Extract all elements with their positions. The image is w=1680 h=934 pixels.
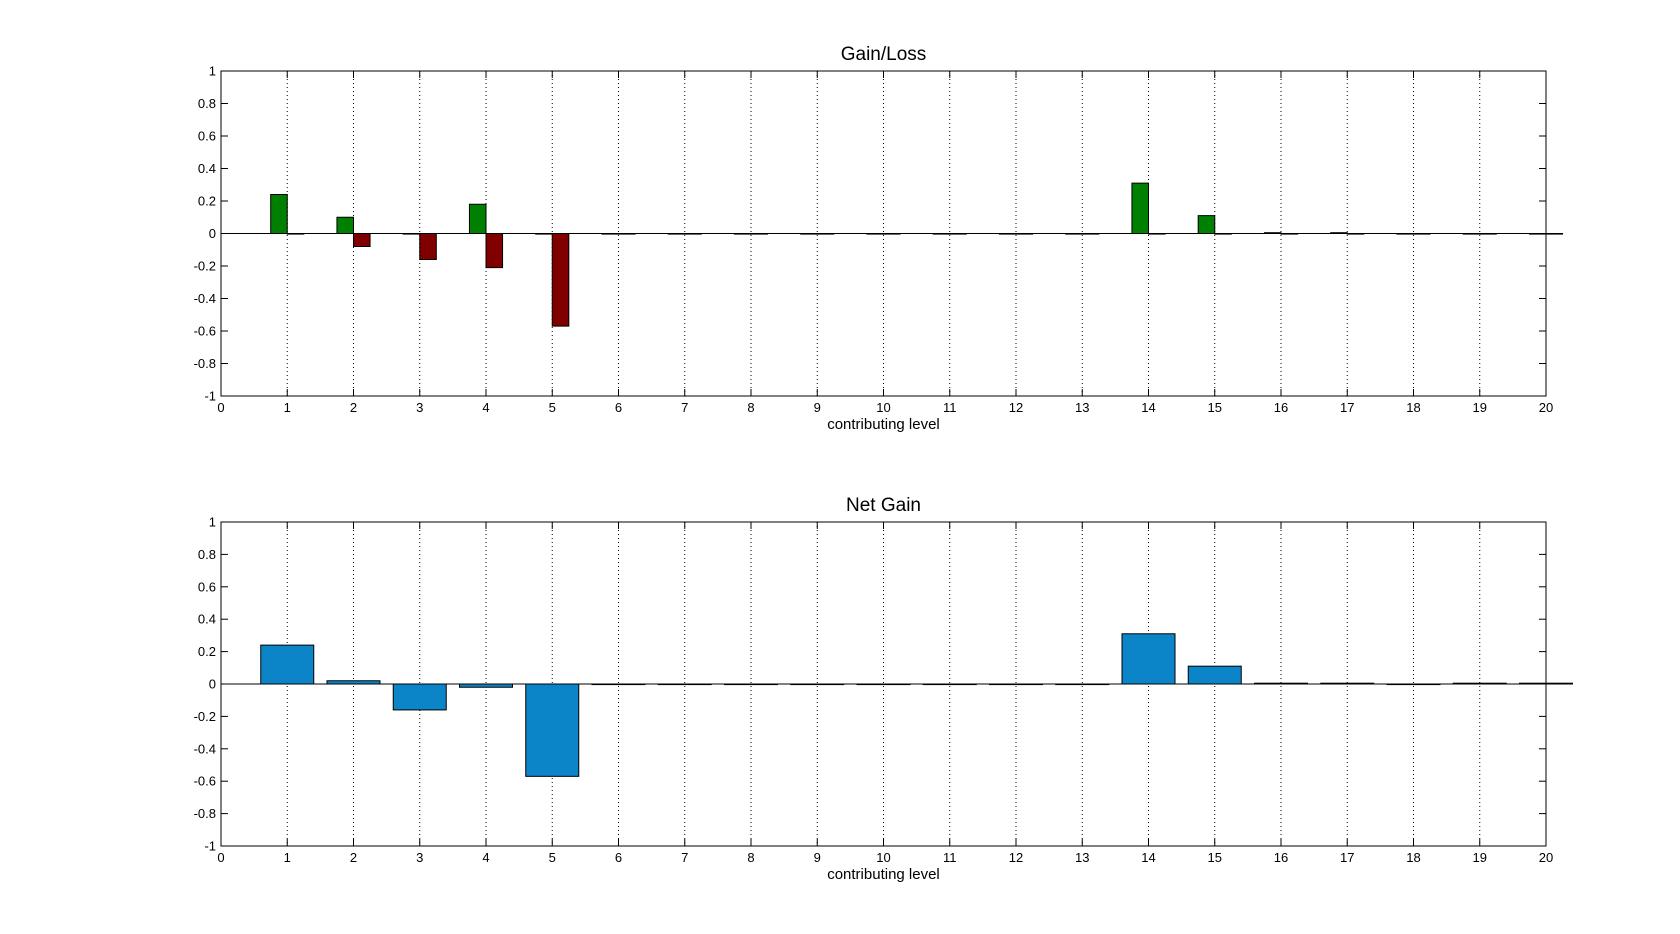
gain-loss-bar — [419, 233, 437, 260]
gain-loss-ytick-label: -1 — [204, 389, 216, 404]
net-gain-xtick-label: 9 — [814, 850, 821, 865]
net-gain-bar — [525, 683, 580, 777]
gain-loss-xlabel: contributing level — [827, 416, 940, 433]
gain-loss-xtick-label: 16 — [1274, 400, 1288, 415]
gain-loss-xtick-label: 12 — [1009, 400, 1023, 415]
net-gain-bar — [1187, 665, 1242, 685]
net-gain-ytick-label: 1 — [209, 515, 216, 530]
net-gain-xtick-label: 3 — [416, 850, 423, 865]
net-gain-xtick-label: 4 — [482, 850, 489, 865]
net-gain-xtick-label: 10 — [876, 850, 890, 865]
net-gain-bar — [260, 644, 315, 685]
gain-loss-xtick-label: 13 — [1075, 400, 1089, 415]
net-gain-ytick-label: -0.2 — [194, 709, 216, 724]
gain-loss-xtick-label: 14 — [1141, 400, 1155, 415]
gain-loss-xtick-label: 2 — [350, 400, 357, 415]
gain-loss-ytick-label: -0.6 — [194, 324, 216, 339]
net-gain-ytick-label: -1 — [204, 839, 216, 854]
gain-loss-xtick-label: 4 — [482, 400, 489, 415]
gain-loss-ytick-label: 0.6 — [198, 129, 216, 144]
gain-loss-xtick-label: 0 — [217, 400, 224, 415]
gain-loss-xtick-label: 10 — [876, 400, 890, 415]
net-gain-title: Net Gain — [846, 495, 921, 516]
gain-loss-xtick-label: 6 — [615, 400, 622, 415]
net-gain-xtick-label: 11 — [943, 850, 957, 865]
net-gain-xtick-label: 1 — [284, 850, 291, 865]
net-gain-xtick-label: 13 — [1075, 850, 1089, 865]
gain-loss-xtick-label: 19 — [1473, 400, 1487, 415]
gain-loss-ytick-label: 1 — [209, 64, 216, 79]
gain-loss-xtick-label: 11 — [943, 400, 957, 415]
net-gain-xtick-label: 15 — [1208, 850, 1222, 865]
gain-loss-ytick-label: -0.2 — [194, 259, 216, 274]
gain-loss-bar — [1131, 182, 1149, 234]
gain-loss-bar — [485, 233, 504, 269]
net-gain-ytick-label: 0.2 — [198, 644, 216, 659]
gain-loss-ytick-label: 0.2 — [198, 194, 216, 209]
net-gain-ytick-label: -0.4 — [194, 741, 216, 756]
net-gain-xtick-label: 8 — [747, 850, 754, 865]
gain-loss-title: Gain/Loss — [841, 44, 927, 65]
net-gain-panel: 0 1 2 3 4 5 6 7 8 9 10 11 12 13 14 15 16 17 18 19 20-1-0.8-0… — [194, 495, 1573, 883]
net-gain-xtick-label: 12 — [1009, 850, 1023, 865]
gain-loss-ytick-label: 0.4 — [198, 161, 216, 176]
gain-loss-bar — [551, 233, 570, 327]
gain-loss-xtick-label: 5 — [549, 400, 556, 415]
gain-loss-xtick-label: 3 — [416, 400, 423, 415]
gain-loss-bar — [270, 194, 288, 234]
net-gain-ytick-label: -0.8 — [194, 806, 216, 821]
net-gain-xtick-label: 14 — [1141, 850, 1155, 865]
gain-loss-bar — [1545, 233, 1564, 235]
net-gain-ytick-label: 0.8 — [198, 547, 216, 562]
gain-loss-xtick-label: 17 — [1340, 400, 1354, 415]
gain-loss-ytick-label: 0.8 — [198, 96, 216, 111]
gain-loss-xtick-label: 9 — [814, 400, 821, 415]
net-gain-ytick-label: -0.6 — [194, 774, 216, 789]
net-gain-xtick-label: 19 — [1473, 850, 1487, 865]
gain-loss-bar — [353, 233, 371, 247]
net-gain-xtick-label: 7 — [681, 850, 688, 865]
net-gain-ytick-label: 0 — [209, 677, 216, 692]
net-gain-xlabel: contributing level — [827, 866, 940, 883]
net-gain-xtick-label: 5 — [549, 850, 556, 865]
net-gain-xtick-label: 20 — [1539, 850, 1553, 865]
gain-loss-bar — [336, 216, 354, 234]
net-gain-xtick-label: 16 — [1274, 850, 1288, 865]
gain-loss-xtick-label: 20 — [1539, 400, 1553, 415]
gain-loss-panel: 0 1 2 3 4 5 6 7 8 9 10 11 12 13 14 15 16 17 18 19 20-1-0.8-0… — [194, 44, 1564, 433]
gain-loss-xtick-label: 1 — [284, 400, 291, 415]
net-gain-ytick-label: 0.6 — [198, 579, 216, 594]
net-gain-xtick-label: 6 — [615, 850, 622, 865]
net-gain-xtick-label: 0 — [217, 850, 224, 865]
net-gain-ytick-label: 0.4 — [198, 612, 216, 627]
gain-loss-xtick-label: 15 — [1208, 400, 1222, 415]
gain-loss-xtick-label: 18 — [1406, 400, 1420, 415]
net-gain-xtick-label: 2 — [350, 850, 357, 865]
gain-loss-ytick-label: -0.4 — [194, 291, 216, 306]
net-gain-bar — [392, 683, 447, 711]
gain-loss-xtick-label: 7 — [681, 400, 688, 415]
gain-loss-ytick-label: -0.8 — [194, 356, 216, 371]
gain-loss-xtick-label: 8 — [747, 400, 754, 415]
net-gain-xtick-label: 17 — [1340, 850, 1354, 865]
gain-loss-ytick-label: 0 — [209, 226, 216, 241]
net-gain-xtick-label: 18 — [1406, 850, 1420, 865]
gain-loss-bar — [1197, 215, 1216, 234]
net-gain-bar — [1121, 633, 1176, 685]
gain-loss-bar — [468, 203, 487, 234]
